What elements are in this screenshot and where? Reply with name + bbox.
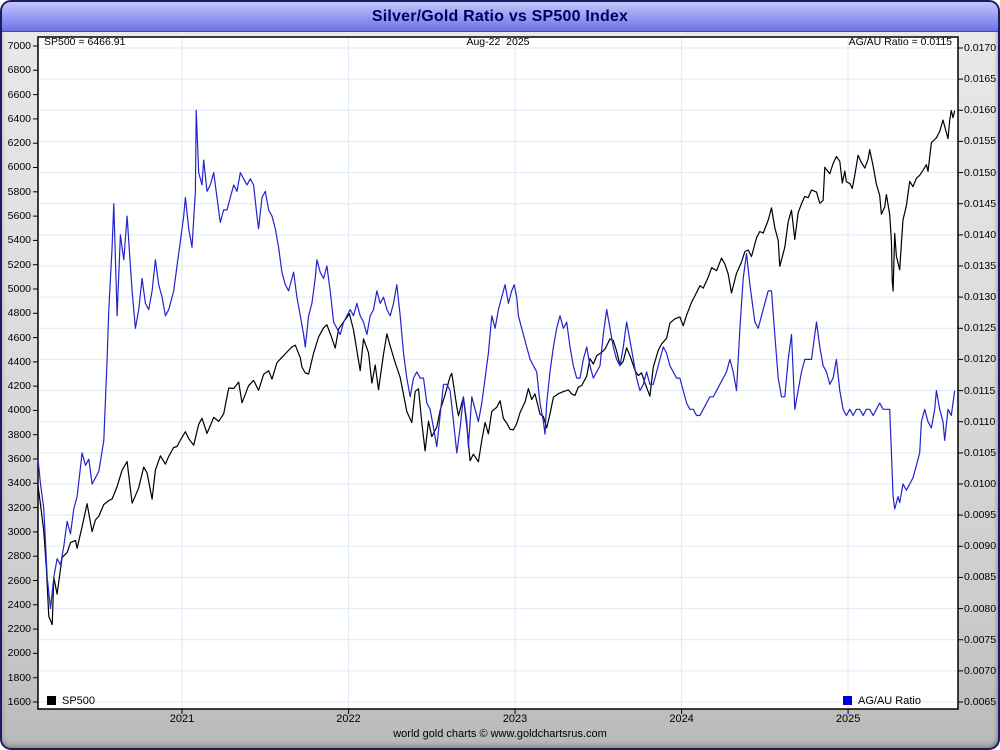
- x-tick-label: 2023: [502, 713, 528, 725]
- y-left-tick-label: 6600: [7, 88, 31, 101]
- y-right-tick-label: 0.0130: [964, 291, 997, 304]
- y-left-tick-label: 7000: [7, 40, 31, 52]
- y-right-tick-label: 0.0080: [964, 602, 997, 615]
- y-left-tick-label: 1600: [7, 696, 31, 708]
- y-left-tick-label: 5400: [7, 234, 31, 247]
- y-right-tick-label: 0.0100: [964, 478, 997, 490]
- y-right-tick-label: 0.0165: [964, 73, 997, 86]
- y-right-tick-label: 0.0075: [964, 633, 997, 646]
- y-left-tick-label: 3400: [7, 477, 31, 490]
- y-left-tick-label: 4400: [7, 355, 31, 368]
- y-left-tick-label: 2200: [7, 623, 31, 636]
- y-left-tick-label: 6200: [7, 137, 31, 150]
- y-right-tick-label: 0.0070: [964, 664, 997, 677]
- y-left-tick-label: 3200: [7, 501, 31, 514]
- x-tick-label: 2021: [169, 713, 195, 725]
- sp500-series-line: [37, 109, 956, 626]
- agau-ratio-legend-swatch: [843, 696, 852, 705]
- sp500-legend-label: SP500: [62, 695, 96, 707]
- agau-ratio-series-line: [37, 109, 956, 610]
- y-left-tick-label: 4000: [7, 404, 31, 417]
- y-left-tick-label: 3000: [7, 525, 31, 538]
- legend-agau-ratio: AG/AU Ratio: [843, 695, 921, 707]
- y-right-tick-label: 0.0145: [964, 197, 997, 210]
- y-right-tick-label: 0.0085: [964, 571, 997, 584]
- agau-ratio-value-label: AG/AU Ratio = 0.0115: [848, 36, 952, 48]
- y-right-tick-label: 0.0105: [964, 446, 997, 459]
- sp500-legend-swatch: [47, 696, 56, 705]
- y-right-tick-label: 0.0065: [964, 696, 997, 708]
- y-right-tick-label: 0.0135: [964, 260, 997, 272]
- y-left-tick-label: 4600: [7, 331, 31, 344]
- y-left-tick-label: 3600: [7, 453, 31, 466]
- sp500-value-label: SP500 = 6466.91: [44, 36, 126, 48]
- x-tick-label: 2022: [336, 713, 361, 725]
- y-left-tick-label: 3800: [7, 428, 31, 441]
- y-left-tick-label: 2600: [7, 574, 31, 587]
- y-right-tick-label: 0.0150: [964, 166, 997, 179]
- y-right-tick-label: 0.0170: [964, 42, 997, 54]
- y-left-tick-label: 2400: [7, 598, 31, 611]
- y-right-tick-label: 0.0110: [964, 415, 996, 428]
- page-title: Silver/Gold Ratio vs SP500 Index: [371, 8, 629, 25]
- legend-sp500: SP500: [47, 695, 95, 707]
- y-left-tick-label: 4200: [7, 380, 31, 393]
- y-left-tick-label: 1800: [7, 671, 31, 684]
- x-tick-label: 2025: [835, 713, 861, 725]
- y-left-tick-label: 5600: [7, 210, 31, 223]
- agau-ratio-legend-label: AG/AU Ratio: [858, 695, 921, 707]
- y-right-tick-label: 0.0090: [964, 540, 997, 553]
- y-right-tick-label: 0.0155: [964, 135, 997, 148]
- y-left-tick-label: 6000: [7, 161, 31, 174]
- x-tick-label: 2024: [669, 713, 694, 725]
- y-left-tick-label: 5000: [7, 282, 31, 295]
- y-right-tick-label: 0.0140: [964, 228, 997, 241]
- y-left-tick-label: 2800: [7, 550, 31, 563]
- plot-border: [37, 36, 959, 710]
- date-label: Aug-22 2025: [466, 36, 530, 48]
- y-left-tick-label: 5200: [7, 258, 31, 271]
- y-left-tick-label: 6400: [7, 112, 31, 125]
- y-left-tick-label: 5800: [7, 185, 31, 198]
- footer-credit: world gold charts © www.goldchartsrus.co…: [393, 728, 607, 740]
- y-right-tick-label: 0.0095: [964, 509, 997, 522]
- title-bar: Silver/Gold Ratio vs SP500 Index: [2, 2, 998, 32]
- y-right-tick-label: 0.0115: [964, 384, 996, 397]
- y-right-tick-label: 0.0160: [964, 104, 997, 117]
- y-right-tick-label: 0.0125: [964, 322, 997, 335]
- plot-background: [38, 37, 958, 709]
- y-left-tick-label: 6800: [7, 64, 31, 77]
- y-left-tick-label: 4800: [7, 307, 31, 320]
- y-left-tick-label: 2000: [7, 647, 31, 660]
- y-right-tick-label: 0.0120: [964, 353, 997, 366]
